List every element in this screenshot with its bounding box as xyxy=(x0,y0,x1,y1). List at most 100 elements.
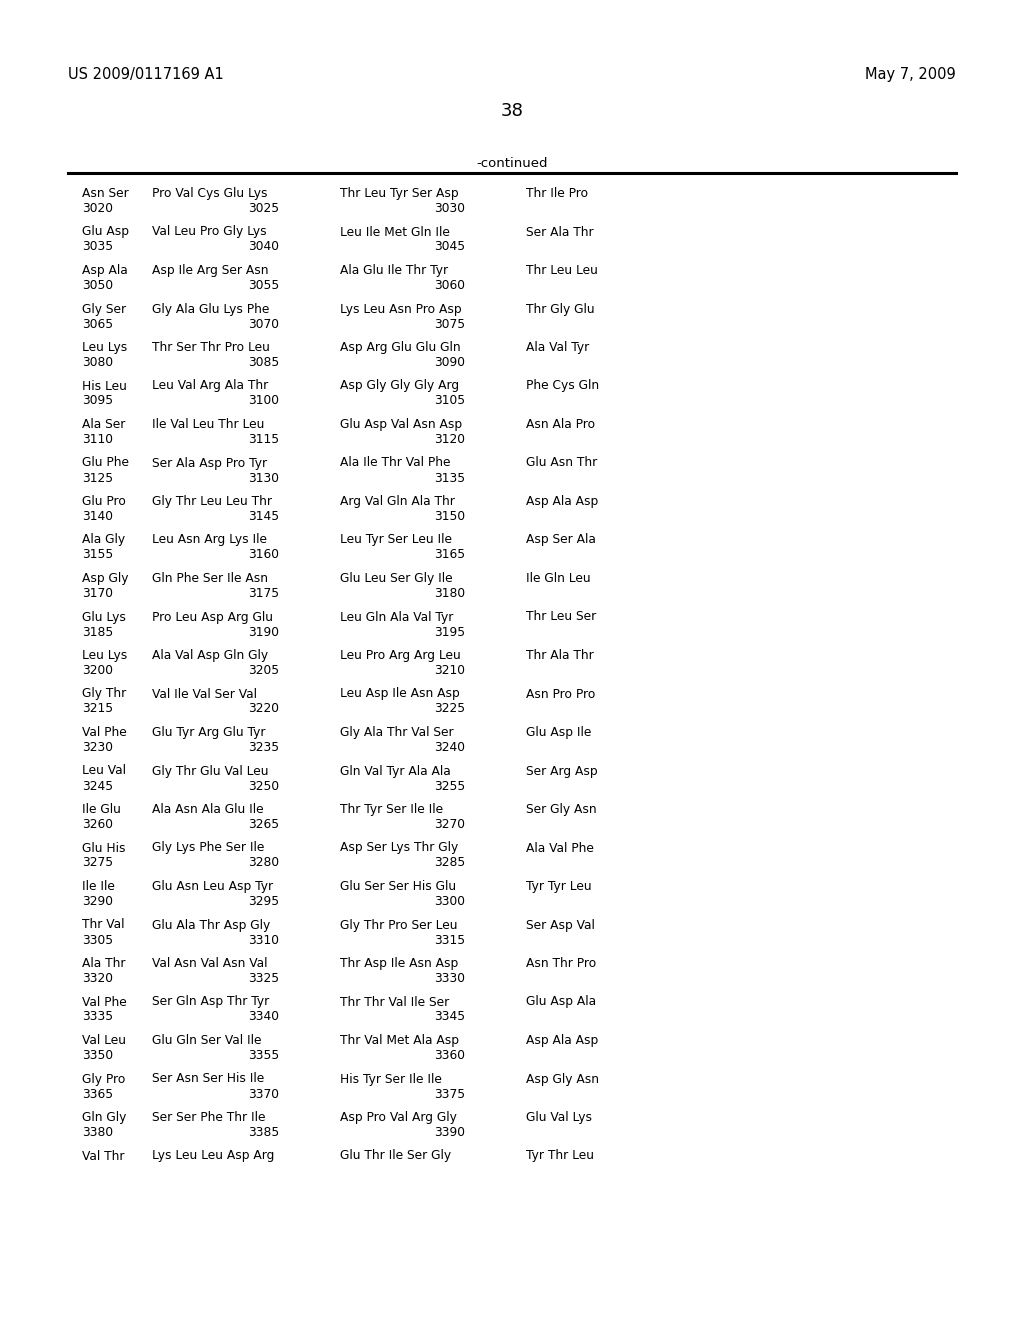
Text: Glu His: Glu His xyxy=(82,842,126,854)
Text: 3350: 3350 xyxy=(82,1049,113,1063)
Text: Tyr Thr Leu: Tyr Thr Leu xyxy=(526,1150,594,1163)
Text: 3185: 3185 xyxy=(82,626,114,639)
Text: Gly Pro: Gly Pro xyxy=(82,1072,125,1085)
Text: Thr Asp Ile Asn Asp: Thr Asp Ile Asn Asp xyxy=(340,957,459,970)
Text: 3085: 3085 xyxy=(248,356,280,370)
Text: 3105: 3105 xyxy=(434,395,465,408)
Text: 3115: 3115 xyxy=(248,433,280,446)
Text: Asn Ala Pro: Asn Ala Pro xyxy=(526,418,595,432)
Text: 3290: 3290 xyxy=(82,895,113,908)
Text: 3255: 3255 xyxy=(434,780,465,792)
Text: Gly Lys Phe Ser Ile: Gly Lys Phe Ser Ile xyxy=(152,842,264,854)
Text: Leu Pro Arg Arg Leu: Leu Pro Arg Arg Leu xyxy=(340,649,461,663)
Text: 3170: 3170 xyxy=(82,587,113,601)
Text: 3240: 3240 xyxy=(434,741,465,754)
Text: Ser Gly Asn: Ser Gly Asn xyxy=(526,803,597,816)
Text: Glu Thr Ile Ser Gly: Glu Thr Ile Ser Gly xyxy=(340,1150,452,1163)
Text: 3385: 3385 xyxy=(248,1126,280,1139)
Text: Thr Gly Glu: Thr Gly Glu xyxy=(526,302,595,315)
Text: Ser Arg Asp: Ser Arg Asp xyxy=(526,764,598,777)
Text: Asp Ser Lys Thr Gly: Asp Ser Lys Thr Gly xyxy=(340,842,459,854)
Text: Pro Leu Asp Arg Glu: Pro Leu Asp Arg Glu xyxy=(152,610,273,623)
Text: 3225: 3225 xyxy=(434,702,465,715)
Text: Gln Val Tyr Ala Ala: Gln Val Tyr Ala Ala xyxy=(340,764,451,777)
Text: 3180: 3180 xyxy=(434,587,465,601)
Text: Asp Arg Glu Glu Gln: Asp Arg Glu Glu Gln xyxy=(340,341,461,354)
Text: 3100: 3100 xyxy=(248,395,279,408)
Text: Leu Lys: Leu Lys xyxy=(82,649,127,663)
Text: May 7, 2009: May 7, 2009 xyxy=(865,67,956,82)
Text: 3335: 3335 xyxy=(82,1011,113,1023)
Text: Asp Gly Asn: Asp Gly Asn xyxy=(526,1072,599,1085)
Text: Asp Ile Arg Ser Asn: Asp Ile Arg Ser Asn xyxy=(152,264,268,277)
Text: Pro Val Cys Glu Lys: Pro Val Cys Glu Lys xyxy=(152,187,267,201)
Text: 3340: 3340 xyxy=(248,1011,279,1023)
Text: 3195: 3195 xyxy=(434,626,465,639)
Text: 3265: 3265 xyxy=(248,818,280,832)
Text: Gly Thr Pro Ser Leu: Gly Thr Pro Ser Leu xyxy=(340,919,458,932)
Text: 3070: 3070 xyxy=(248,318,279,330)
Text: 3295: 3295 xyxy=(248,895,280,908)
Text: -continued: -continued xyxy=(476,157,548,170)
Text: Glu Asp Val Asn Asp: Glu Asp Val Asn Asp xyxy=(340,418,462,432)
Text: Ala Ser: Ala Ser xyxy=(82,418,125,432)
Text: Glu Pro: Glu Pro xyxy=(82,495,126,508)
Text: Leu Lys: Leu Lys xyxy=(82,341,127,354)
Text: Asp Ala Asp: Asp Ala Asp xyxy=(526,495,598,508)
Text: Ala Val Phe: Ala Val Phe xyxy=(526,842,594,854)
Text: Gln Phe Ser Ile Asn: Gln Phe Ser Ile Asn xyxy=(152,572,268,585)
Text: Ala Asn Ala Glu Ile: Ala Asn Ala Glu Ile xyxy=(152,803,263,816)
Text: Gly Thr Leu Leu Thr: Gly Thr Leu Leu Thr xyxy=(152,495,272,508)
Text: Leu Val Arg Ala Thr: Leu Val Arg Ala Thr xyxy=(152,380,268,392)
Text: 3310: 3310 xyxy=(248,933,279,946)
Text: Leu Asp Ile Asn Asp: Leu Asp Ile Asn Asp xyxy=(340,688,460,701)
Text: Arg Val Gln Ala Thr: Arg Val Gln Ala Thr xyxy=(340,495,455,508)
Text: 3215: 3215 xyxy=(82,702,113,715)
Text: Ser Asp Val: Ser Asp Val xyxy=(526,919,595,932)
Text: Ile Ile: Ile Ile xyxy=(82,880,115,894)
Text: Glu Phe: Glu Phe xyxy=(82,457,129,470)
Text: 3160: 3160 xyxy=(248,549,279,561)
Text: 3325: 3325 xyxy=(248,972,280,985)
Text: 3120: 3120 xyxy=(434,433,465,446)
Text: Lys Leu Leu Asp Arg: Lys Leu Leu Asp Arg xyxy=(152,1150,274,1163)
Text: Ser Asn Ser His Ile: Ser Asn Ser His Ile xyxy=(152,1072,264,1085)
Text: Ile Glu: Ile Glu xyxy=(82,803,121,816)
Text: Ala Gly: Ala Gly xyxy=(82,533,125,546)
Text: Glu Ser Ser His Glu: Glu Ser Ser His Glu xyxy=(340,880,456,894)
Text: Ala Val Tyr: Ala Val Tyr xyxy=(526,341,589,354)
Text: Thr Val: Thr Val xyxy=(82,919,125,932)
Text: 3145: 3145 xyxy=(248,510,280,523)
Text: 3330: 3330 xyxy=(434,972,465,985)
Text: 3065: 3065 xyxy=(82,318,113,330)
Text: Leu Tyr Ser Leu Ile: Leu Tyr Ser Leu Ile xyxy=(340,533,452,546)
Text: Thr Thr Val Ile Ser: Thr Thr Val Ile Ser xyxy=(340,995,450,1008)
Text: Glu Asn Leu Asp Tyr: Glu Asn Leu Asp Tyr xyxy=(152,880,273,894)
Text: 3260: 3260 xyxy=(82,818,113,832)
Text: Glu Asn Thr: Glu Asn Thr xyxy=(526,457,597,470)
Text: 3245: 3245 xyxy=(82,780,113,792)
Text: Ile Val Leu Thr Leu: Ile Val Leu Thr Leu xyxy=(152,418,264,432)
Text: Thr Leu Ser: Thr Leu Ser xyxy=(526,610,596,623)
Text: Ser Ser Phe Thr Ile: Ser Ser Phe Thr Ile xyxy=(152,1111,265,1125)
Text: 3165: 3165 xyxy=(434,549,465,561)
Text: 3155: 3155 xyxy=(82,549,114,561)
Text: 3280: 3280 xyxy=(248,857,280,870)
Text: Asn Ser: Asn Ser xyxy=(82,187,129,201)
Text: Ile Gln Leu: Ile Gln Leu xyxy=(526,572,591,585)
Text: Tyr Tyr Leu: Tyr Tyr Leu xyxy=(526,880,592,894)
Text: 3220: 3220 xyxy=(248,702,279,715)
Text: Thr Tyr Ser Ile Ile: Thr Tyr Ser Ile Ile xyxy=(340,803,443,816)
Text: Phe Cys Gln: Phe Cys Gln xyxy=(526,380,599,392)
Text: 3190: 3190 xyxy=(248,626,279,639)
Text: Gly Ala Glu Lys Phe: Gly Ala Glu Lys Phe xyxy=(152,302,269,315)
Text: Glu Gln Ser Val Ile: Glu Gln Ser Val Ile xyxy=(152,1034,261,1047)
Text: 3275: 3275 xyxy=(82,857,113,870)
Text: 3345: 3345 xyxy=(434,1011,465,1023)
Text: Ala Glu Ile Thr Tyr: Ala Glu Ile Thr Tyr xyxy=(340,264,449,277)
Text: Gln Gly: Gln Gly xyxy=(82,1111,126,1125)
Text: Glu Lys: Glu Lys xyxy=(82,610,126,623)
Text: Glu Asp Ala: Glu Asp Ala xyxy=(526,995,596,1008)
Text: 3060: 3060 xyxy=(434,279,465,292)
Text: 3300: 3300 xyxy=(434,895,465,908)
